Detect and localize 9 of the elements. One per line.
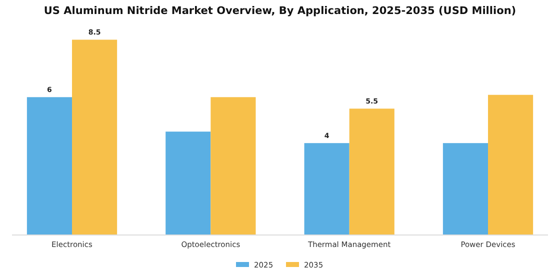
chart-title: US Aluminum Nitride Market Overview, By Application, 2025-2035 (USD Million) bbox=[44, 5, 516, 17]
bar bbox=[72, 40, 118, 235]
bar bbox=[488, 94, 534, 235]
bar bbox=[166, 132, 211, 235]
bar bbox=[210, 97, 256, 235]
bar bbox=[442, 143, 488, 235]
bar bbox=[26, 97, 72, 235]
bar bbox=[304, 143, 350, 235]
bar bbox=[349, 108, 394, 235]
